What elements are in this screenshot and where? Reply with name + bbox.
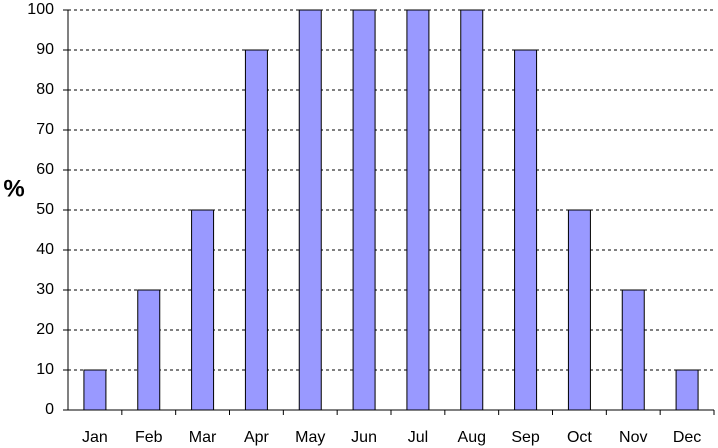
bar [406,9,430,411]
x-tick-label: Jun [351,429,377,446]
bar [83,369,107,411]
bar [352,9,376,411]
bar [460,9,484,411]
bar [244,49,268,411]
x-tick-label: Jul [408,429,428,446]
bar [567,209,591,411]
x-tick-label: Dec [673,429,701,446]
y-tick-label: 100 [27,1,54,18]
y-tick-label: 90 [36,41,54,58]
y-tick-label: 80 [36,81,54,98]
x-tick-label: Nov [619,429,647,446]
y-tick-label: 20 [36,321,54,338]
y-tick-label: 0 [45,401,54,418]
y-tick-label: 10 [36,361,54,378]
bar [621,289,645,411]
bar [675,369,699,411]
y-axis-label: % [3,175,24,202]
y-tick-label: 40 [36,241,54,258]
y-tick-label: 70 [36,121,54,138]
x-tick-label: Oct [567,429,592,446]
x-tick-label: Sep [511,429,540,446]
x-tick-label: Aug [458,429,486,446]
y-tick-label: 30 [36,281,54,298]
bar [191,209,215,411]
x-tick-label: Feb [135,429,163,446]
bar [137,289,161,411]
x-tick-label: Apr [244,429,270,446]
y-tick-label: 60 [36,161,54,178]
y-tick-label: 50 [36,201,54,218]
bar [514,49,538,411]
x-tick-label: Jan [82,429,108,446]
x-tick-label: May [295,429,325,446]
bar [298,9,322,411]
x-tick-label: Mar [189,429,217,446]
